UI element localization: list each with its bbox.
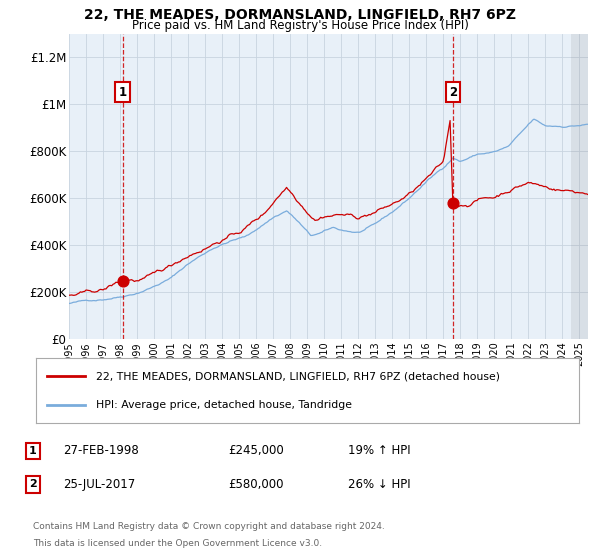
Point bbox=[448, 198, 458, 207]
Text: 1: 1 bbox=[119, 86, 127, 99]
Point bbox=[118, 277, 127, 286]
Text: £245,000: £245,000 bbox=[228, 444, 284, 458]
Text: £580,000: £580,000 bbox=[228, 478, 284, 491]
Text: 22, THE MEADES, DORMANSLAND, LINGFIELD, RH7 6PZ (detached house): 22, THE MEADES, DORMANSLAND, LINGFIELD, … bbox=[96, 371, 500, 381]
Text: HPI: Average price, detached house, Tandridge: HPI: Average price, detached house, Tand… bbox=[96, 400, 352, 410]
Text: 27-FEB-1998: 27-FEB-1998 bbox=[63, 444, 139, 458]
Text: Contains HM Land Registry data © Crown copyright and database right 2024.: Contains HM Land Registry data © Crown c… bbox=[33, 522, 385, 531]
Text: 19% ↑ HPI: 19% ↑ HPI bbox=[348, 444, 410, 458]
Text: Price paid vs. HM Land Registry's House Price Index (HPI): Price paid vs. HM Land Registry's House … bbox=[131, 19, 469, 32]
Bar bbox=[571, 34, 588, 339]
Text: This data is licensed under the Open Government Licence v3.0.: This data is licensed under the Open Gov… bbox=[33, 539, 322, 548]
Text: 25-JUL-2017: 25-JUL-2017 bbox=[63, 478, 135, 491]
Text: 22, THE MEADES, DORMANSLAND, LINGFIELD, RH7 6PZ: 22, THE MEADES, DORMANSLAND, LINGFIELD, … bbox=[84, 8, 516, 22]
Text: 1: 1 bbox=[29, 446, 37, 456]
Text: 2: 2 bbox=[449, 86, 457, 99]
Text: 2: 2 bbox=[29, 479, 37, 489]
Text: 26% ↓ HPI: 26% ↓ HPI bbox=[348, 478, 410, 491]
